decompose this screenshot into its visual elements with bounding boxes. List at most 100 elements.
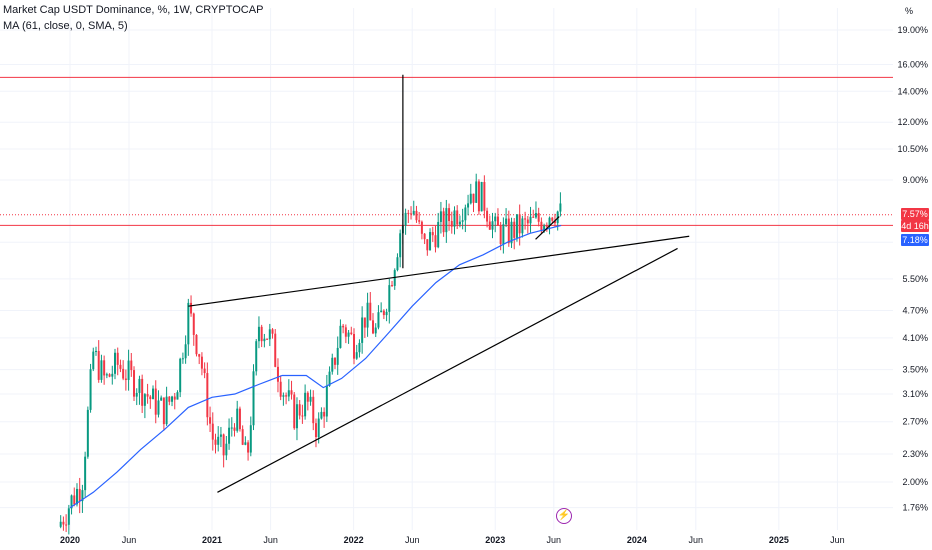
candle-body: [494, 216, 497, 222]
candle-body: [385, 311, 388, 316]
candle-body: [548, 217, 551, 226]
candle-body: [434, 235, 437, 248]
candle-body: [154, 388, 157, 415]
candle-body: [84, 456, 87, 491]
candle-body: [399, 233, 402, 258]
candle-body: [114, 352, 117, 374]
candle-body: [418, 220, 421, 222]
candle-body: [372, 320, 375, 334]
ma-line: [69, 224, 562, 509]
candle-body: [439, 211, 442, 222]
candle-body: [62, 521, 65, 525]
candle-body: [448, 208, 451, 222]
candle-body: [355, 352, 358, 359]
candle-body: [537, 213, 540, 222]
y-tick-label: 14.00%: [897, 86, 928, 96]
x-tick-label: Jun: [547, 535, 562, 545]
candle-body: [217, 436, 220, 445]
candle-body: [287, 390, 290, 397]
candle-body: [190, 302, 193, 314]
candle-body: [295, 404, 298, 429]
candle-body: [458, 221, 461, 225]
candle-body: [543, 225, 546, 232]
candle-body: [209, 417, 212, 424]
candle-body: [271, 329, 274, 334]
candle-body: [344, 327, 347, 337]
candle-body: [97, 350, 100, 380]
x-tick-label: 2024: [627, 535, 647, 545]
candle-body: [75, 488, 78, 505]
candle-body: [396, 257, 399, 271]
candle-body: [502, 224, 505, 245]
candle-body: [521, 218, 524, 234]
candle-body: [350, 332, 353, 335]
candle-body: [510, 221, 513, 244]
candle-body: [244, 442, 247, 445]
candle-body: [499, 225, 502, 245]
candle-body: [407, 212, 410, 214]
candle-body: [513, 221, 516, 238]
candle-body: [100, 360, 103, 380]
candle-body: [491, 221, 494, 230]
candle-body: [67, 508, 70, 525]
candle-body: [238, 408, 241, 430]
candle-body: [391, 285, 394, 287]
y-tick-label: 3.50%: [902, 365, 928, 375]
candle-body: [486, 210, 489, 222]
candle-body: [553, 220, 556, 224]
candle-body: [361, 317, 364, 343]
x-tick-label: 2025: [769, 535, 789, 545]
y-tick-label: 4.70%: [902, 305, 928, 315]
candle-body: [331, 357, 334, 372]
indicator-label: MA (61, close, 0, SMA, 5): [3, 20, 128, 32]
candle-body: [467, 203, 470, 208]
candle-body: [559, 203, 562, 212]
candle-body: [353, 334, 355, 359]
candle-body: [192, 313, 195, 335]
trendline: [217, 247, 678, 493]
candle-body: [312, 396, 315, 424]
candle-body: [377, 312, 380, 328]
candle-body: [255, 341, 258, 372]
candle-body: [233, 427, 236, 431]
candle-body: [515, 214, 518, 238]
candle-body: [73, 495, 76, 505]
candle-body: [429, 232, 432, 251]
candle-body: [108, 374, 111, 377]
candle-body: [461, 220, 464, 222]
candle-body: [320, 411, 323, 419]
candle-body: [532, 216, 535, 218]
candle-body: [111, 373, 114, 377]
candle-body: [450, 221, 453, 227]
y-tick-label: 2.00%: [902, 477, 928, 487]
candle-body: [423, 233, 426, 240]
lightning-bolt-icon[interactable]: ⚡: [556, 508, 572, 524]
candle-body: [168, 396, 171, 402]
candle-body: [382, 310, 385, 316]
x-tick-label: Jun: [405, 535, 420, 545]
candle-body: [358, 342, 361, 353]
candle-body: [152, 388, 155, 400]
y-tick-label: 4.10%: [902, 333, 928, 343]
candle-body: [160, 397, 163, 401]
candle-body: [176, 392, 179, 400]
candle-body: [162, 397, 165, 425]
candle-body: [103, 360, 106, 376]
candle-body: [445, 208, 448, 233]
candle-body: [336, 347, 339, 365]
candle-body: [374, 327, 377, 334]
candle-body: [534, 213, 537, 218]
candle-body: [518, 214, 521, 234]
candle-body: [135, 392, 138, 397]
candle-body: [149, 396, 152, 400]
candle-body: [203, 368, 206, 374]
candle-body: [124, 378, 127, 381]
candle-body: [333, 357, 336, 365]
candle-body: [456, 210, 459, 225]
candle-body: [214, 439, 217, 445]
chart-title: Market Cap USDT Dominance, %, 1W, CRYPTO…: [3, 4, 264, 16]
candle-body: [230, 427, 233, 429]
x-tick-label: Jun: [263, 535, 278, 545]
candle-body: [236, 408, 239, 431]
